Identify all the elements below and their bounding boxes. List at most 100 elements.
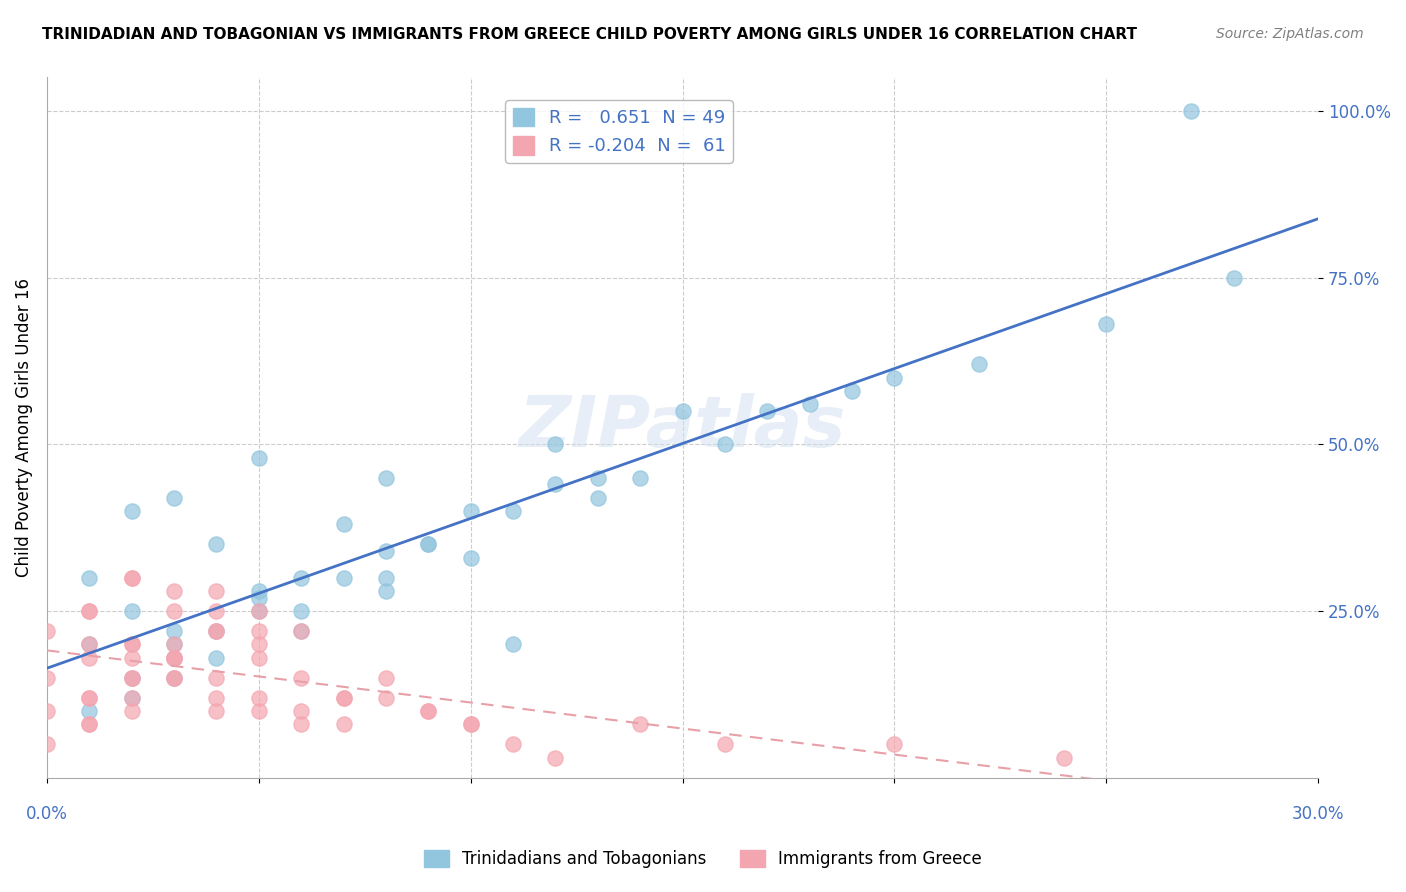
Point <box>247 650 270 665</box>
Y-axis label: Child Poverty Among Girls Under 16: Child Poverty Among Girls Under 16 <box>15 278 32 577</box>
Point <box>163 650 186 665</box>
Point <box>714 737 737 751</box>
Point <box>121 690 143 705</box>
Point <box>1222 270 1244 285</box>
Point <box>77 717 100 731</box>
Point <box>121 571 143 585</box>
Point <box>374 544 396 558</box>
Point <box>544 477 567 491</box>
Point <box>332 517 354 532</box>
Point <box>35 704 58 718</box>
Point <box>163 604 186 618</box>
Point <box>77 704 100 718</box>
Point <box>290 717 312 731</box>
Point <box>247 591 270 605</box>
Point <box>502 637 524 651</box>
Point <box>841 384 863 398</box>
Point <box>205 537 228 551</box>
Point <box>418 537 440 551</box>
Point <box>163 671 186 685</box>
Point <box>374 671 396 685</box>
Point <box>290 671 312 685</box>
Point <box>247 624 270 638</box>
Point <box>121 637 143 651</box>
Point <box>374 470 396 484</box>
Point <box>290 704 312 718</box>
Point <box>35 624 58 638</box>
Point <box>247 690 270 705</box>
Point <box>628 717 651 731</box>
Point <box>121 504 143 518</box>
Point <box>1095 317 1118 331</box>
Point <box>205 671 228 685</box>
Point <box>290 624 312 638</box>
Point <box>374 584 396 599</box>
Point <box>121 690 143 705</box>
Text: 0.0%: 0.0% <box>25 805 67 823</box>
Point <box>163 671 186 685</box>
Point <box>756 404 779 418</box>
Text: 30.0%: 30.0% <box>1292 805 1344 823</box>
Point <box>121 637 143 651</box>
Point <box>628 470 651 484</box>
Point <box>77 717 100 731</box>
Point <box>671 404 693 418</box>
Point <box>332 690 354 705</box>
Point <box>77 571 100 585</box>
Point <box>121 704 143 718</box>
Point <box>502 504 524 518</box>
Point <box>77 650 100 665</box>
Point <box>121 671 143 685</box>
Legend: R =   0.651  N = 49, R = -0.204  N =  61: R = 0.651 N = 49, R = -0.204 N = 61 <box>505 101 733 162</box>
Point <box>714 437 737 451</box>
Point <box>77 637 100 651</box>
Point <box>290 571 312 585</box>
Point <box>205 690 228 705</box>
Point <box>121 671 143 685</box>
Point <box>799 397 821 411</box>
Point <box>163 650 186 665</box>
Point <box>163 624 186 638</box>
Point <box>205 624 228 638</box>
Point <box>460 504 482 518</box>
Text: ZIPatlas: ZIPatlas <box>519 393 846 462</box>
Point <box>247 604 270 618</box>
Point <box>418 704 440 718</box>
Point <box>883 737 905 751</box>
Point <box>460 550 482 565</box>
Point <box>205 650 228 665</box>
Point <box>77 604 100 618</box>
Point <box>163 671 186 685</box>
Point <box>163 650 186 665</box>
Point <box>247 450 270 465</box>
Point <box>77 604 100 618</box>
Point <box>332 717 354 731</box>
Point <box>35 671 58 685</box>
Point <box>883 370 905 384</box>
Point <box>77 637 100 651</box>
Point <box>205 624 228 638</box>
Point <box>121 571 143 585</box>
Point <box>121 671 143 685</box>
Point <box>502 737 524 751</box>
Point <box>77 690 100 705</box>
Point <box>290 604 312 618</box>
Point <box>586 470 609 484</box>
Point <box>247 704 270 718</box>
Point <box>332 690 354 705</box>
Point <box>163 650 186 665</box>
Point <box>205 604 228 618</box>
Point <box>247 637 270 651</box>
Point <box>374 571 396 585</box>
Point <box>460 717 482 731</box>
Point <box>290 624 312 638</box>
Point <box>247 604 270 618</box>
Text: TRINIDADIAN AND TOBAGONIAN VS IMMIGRANTS FROM GREECE CHILD POVERTY AMONG GIRLS U: TRINIDADIAN AND TOBAGONIAN VS IMMIGRANTS… <box>42 27 1137 42</box>
Point <box>374 690 396 705</box>
Text: Source: ZipAtlas.com: Source: ZipAtlas.com <box>1216 27 1364 41</box>
Point <box>586 491 609 505</box>
Point <box>544 750 567 764</box>
Point <box>77 690 100 705</box>
Point <box>163 584 186 599</box>
Point <box>418 537 440 551</box>
